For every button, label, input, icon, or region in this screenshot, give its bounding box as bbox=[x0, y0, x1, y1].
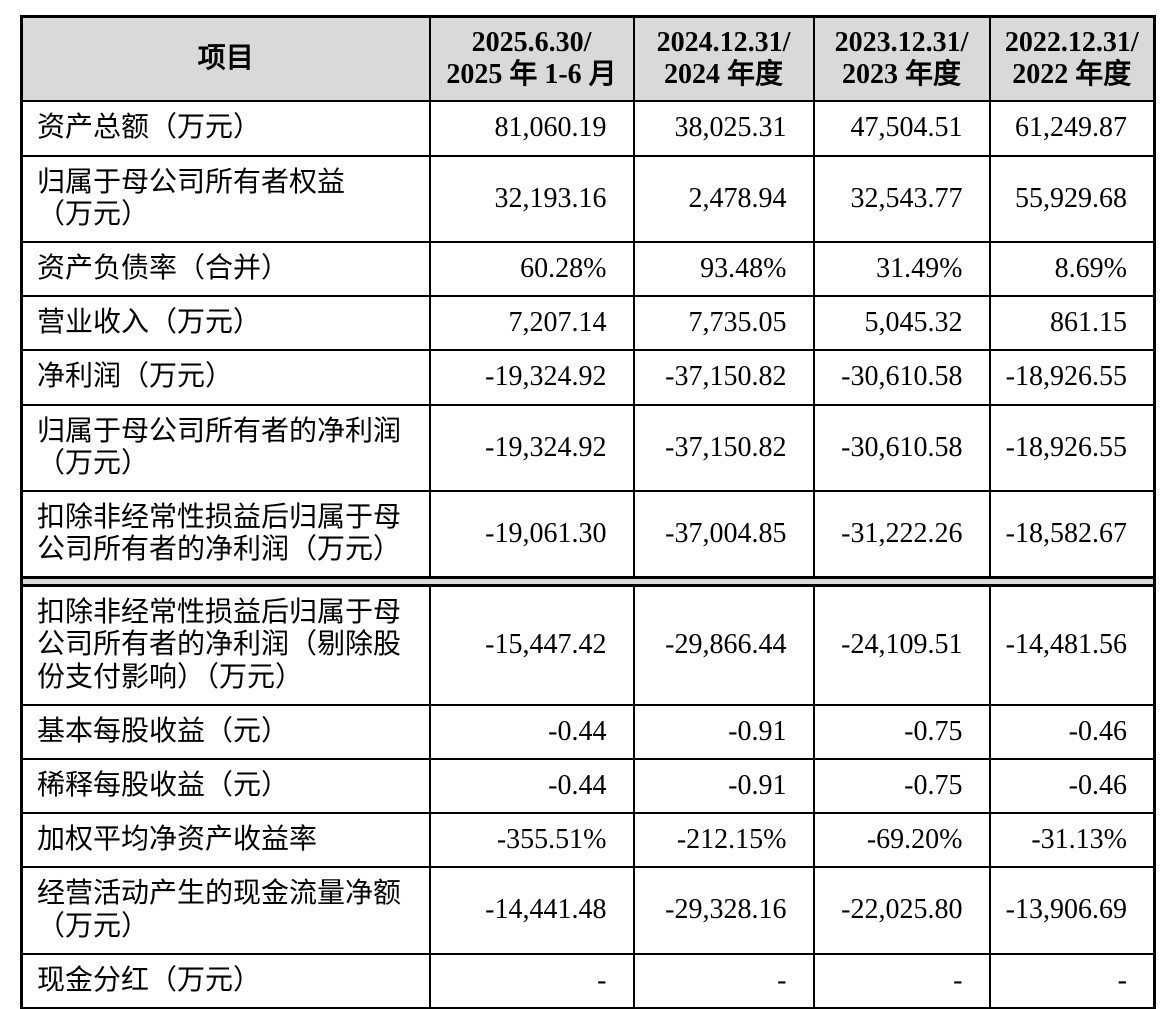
cell-value: -0.44 bbox=[428, 703, 635, 761]
cell-value: -30,610.58 bbox=[812, 349, 991, 406]
table-row-diluted-eps: 稀释每股收益（元） -0.44 -0.91 -0.75 -0.46 bbox=[20, 757, 1156, 815]
cell-value: -14,441.48 bbox=[428, 866, 635, 955]
row-label: 加权平均净资产收益率 bbox=[20, 812, 431, 869]
cell-value: 7,735.05 bbox=[632, 295, 815, 352]
cell-value: -212.15% bbox=[632, 812, 815, 869]
row-label: 归属于母公司所有者的净利润 （万元） bbox=[20, 403, 431, 492]
cell-value: 38,025.31 bbox=[632, 100, 815, 157]
header-period-2025: 2025.6.30/ 2025 年 1-6 月 bbox=[428, 15, 635, 103]
row-label: 基本每股收益（元） bbox=[20, 703, 431, 761]
cell-value: -0.46 bbox=[988, 703, 1156, 761]
cell-value: -13,906.69 bbox=[988, 866, 1156, 955]
cell-value: 214.94% bbox=[812, 1006, 991, 1009]
row-label: 经营活动产生的现金流量净额 （万元） bbox=[20, 866, 431, 955]
cell-value: -0.75 bbox=[812, 757, 991, 815]
cell-value: 47,504.51 bbox=[812, 100, 991, 157]
cell-value: 191.09% bbox=[632, 1006, 815, 1009]
page-break-divider bbox=[21, 576, 1155, 588]
table-row-debt-ratio: 资产负债率（合并） 60.28% 93.48% 31.49% 8.69% bbox=[20, 240, 1156, 298]
cell-value: -0.46 bbox=[988, 757, 1156, 815]
cell-value: 7,207.14 bbox=[428, 295, 635, 352]
cell-value: 32,193.16 bbox=[428, 154, 635, 243]
row-label: 研发投入占营业收入的比例 bbox=[20, 1006, 431, 1009]
cell-value: -18,926.55 bbox=[988, 403, 1156, 492]
row-label: 现金分红（万元） bbox=[20, 952, 431, 1009]
cell-value: -22,025.80 bbox=[812, 866, 991, 955]
header-row: 项目 2025.6.30/ 2025 年 1-6 月 2024.12.31/ 2… bbox=[20, 15, 1156, 103]
table-row-cash-dividend: 现金分红（万元） - - - - bbox=[20, 952, 1156, 1009]
cell-value: -19,324.92 bbox=[428, 403, 635, 492]
cell-value: 81,060.19 bbox=[428, 100, 635, 157]
table-row-deducted-net-profit: 扣除非经常性损益后归属于母 公司所有者的净利润（万元） -19,061.30 -… bbox=[20, 489, 1156, 579]
header-period-2024: 2024.12.31/ 2024 年度 bbox=[632, 15, 815, 103]
table-row-basic-eps: 基本每股收益（元） -0.44 -0.91 -0.75 -0.46 bbox=[20, 703, 1156, 761]
page-break-gap bbox=[21, 576, 1155, 588]
cell-value: -30,610.58 bbox=[812, 403, 991, 492]
cell-value: 8.69% bbox=[988, 240, 1156, 298]
cell-value: -69.20% bbox=[812, 812, 991, 869]
cell-value: -31.13% bbox=[988, 812, 1156, 869]
table-header: 项目 2025.6.30/ 2025 年 1-6 月 2024.12.31/ 2… bbox=[20, 15, 1156, 103]
cell-value: -18,926.55 bbox=[988, 349, 1156, 406]
cell-value: -29,866.44 bbox=[632, 584, 815, 706]
table-row-operating-cash-flow: 经营活动产生的现金流量净额 （万元） -14,441.48 -29,328.16… bbox=[20, 866, 1156, 955]
cell-value: -0.75 bbox=[812, 703, 991, 761]
cell-value: 5,045.32 bbox=[812, 295, 991, 352]
row-label: 营业收入（万元） bbox=[20, 295, 431, 352]
cell-value: 61,249.87 bbox=[988, 100, 1156, 157]
cell-value: 2,478.94 bbox=[632, 154, 815, 243]
cell-value: -24,109.51 bbox=[812, 584, 991, 706]
cell-value: -15,447.42 bbox=[428, 584, 635, 706]
cell-value: -0.44 bbox=[428, 757, 635, 815]
row-label: 资产总额（万元） bbox=[20, 100, 431, 157]
row-label: 稀释每股收益（元） bbox=[20, 757, 431, 815]
table-row-deducted-net-profit-ex-share-payment: 扣除非经常性损益后归属于母 公司所有者的净利润（剔除股 份支付影响）（万元） -… bbox=[20, 584, 1156, 706]
cell-value: -37,150.82 bbox=[632, 403, 815, 492]
cell-value: -0.91 bbox=[632, 757, 815, 815]
cell-value: -14,481.56 bbox=[988, 584, 1156, 706]
cell-value: -19,324.92 bbox=[428, 349, 635, 406]
cell-value: -18,582.67 bbox=[988, 489, 1156, 579]
table-body: 资产总额（万元） 81,060.19 38,025.31 47,504.51 6… bbox=[20, 100, 1156, 1009]
cell-value: 129.25% bbox=[428, 1006, 635, 1009]
cell-value: 861.15 bbox=[988, 295, 1156, 352]
table-row-rd-revenue-ratio: 研发投入占营业收入的比例 129.25% 191.09% 214.94% 108… bbox=[20, 1006, 1156, 1009]
table-row-revenue: 营业收入（万元） 7,207.14 7,735.05 5,045.32 861.… bbox=[20, 295, 1156, 352]
cell-value: 93.48% bbox=[632, 240, 815, 298]
table-row-total-assets: 资产总额（万元） 81,060.19 38,025.31 47,504.51 6… bbox=[20, 100, 1156, 157]
cell-value: 55,929.68 bbox=[988, 154, 1156, 243]
cell-value: -37,004.85 bbox=[632, 489, 815, 579]
header-period-2022: 2022.12.31/ 2022 年度 bbox=[988, 15, 1156, 103]
cell-value: - bbox=[988, 952, 1156, 1009]
table-row-weighted-roe: 加权平均净资产收益率 -355.51% -212.15% -69.20% -31… bbox=[20, 812, 1156, 869]
cell-value: -355.51% bbox=[428, 812, 635, 869]
table-row-parent-equity: 归属于母公司所有者权益 （万元） 32,193.16 2,478.94 32,5… bbox=[20, 154, 1156, 243]
row-label: 资产负债率（合并） bbox=[20, 240, 431, 298]
row-label: 扣除非经常性损益后归属于母 公司所有者的净利润（万元） bbox=[20, 489, 431, 579]
table-row-net-profit: 净利润（万元） -19,324.92 -37,150.82 -30,610.58… bbox=[20, 349, 1156, 406]
cell-value: 31.49% bbox=[812, 240, 991, 298]
header-item-column: 项目 bbox=[20, 15, 431, 103]
row-label: 扣除非经常性损益后归属于母 公司所有者的净利润（剔除股 份支付影响）（万元） bbox=[20, 584, 431, 706]
table-row-parent-net-profit: 归属于母公司所有者的净利润 （万元） -19,324.92 -37,150.82… bbox=[20, 403, 1156, 492]
cell-value: 60.28% bbox=[428, 240, 635, 298]
cell-value: -19,061.30 bbox=[428, 489, 635, 579]
cell-value: - bbox=[428, 952, 635, 1009]
cell-value: -31,222.26 bbox=[812, 489, 991, 579]
row-label: 归属于母公司所有者权益 （万元） bbox=[20, 154, 431, 243]
cell-value: 1089.46% bbox=[988, 1006, 1156, 1009]
cell-value: - bbox=[632, 952, 815, 1009]
row-label: 净利润（万元） bbox=[20, 349, 431, 406]
cell-value: -29,328.16 bbox=[632, 866, 815, 955]
cell-value: -37,150.82 bbox=[632, 349, 815, 406]
header-period-2023: 2023.12.31/ 2023 年度 bbox=[812, 15, 991, 103]
cell-value: 32,543.77 bbox=[812, 154, 991, 243]
financial-summary-table: 项目 2025.6.30/ 2025 年 1-6 月 2024.12.31/ 2… bbox=[20, 15, 1156, 1009]
cell-value: - bbox=[812, 952, 991, 1009]
cell-value: -0.91 bbox=[632, 703, 815, 761]
